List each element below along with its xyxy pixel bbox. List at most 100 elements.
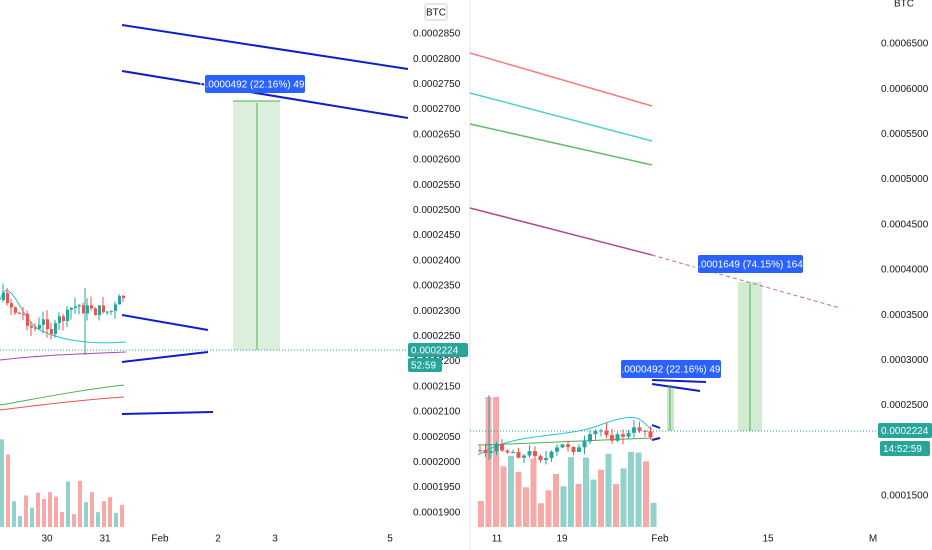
candle-body: [494, 444, 499, 452]
price-axis-label: 0.0002400: [413, 255, 461, 266]
volume-bar: [90, 492, 94, 527]
price-axis-label: 0.0002850: [413, 29, 461, 40]
measure-badge: [205, 75, 305, 93]
price-axis-label: 0.0004000: [881, 265, 929, 276]
volume-bar: [42, 499, 46, 527]
candle-body: [577, 447, 581, 452]
countdown-badge: [408, 358, 442, 372]
volume-bar: [48, 492, 52, 527]
volume-bar: [54, 496, 58, 527]
volume-bar: [583, 457, 589, 527]
time-axis-label: 31: [99, 534, 111, 545]
candle-body: [483, 450, 488, 453]
candle-body: [82, 305, 85, 314]
countdown-badge-text: 52:59: [411, 361, 436, 372]
candle-body: [46, 319, 49, 330]
candle-body: [527, 451, 532, 456]
candle-body: [106, 311, 109, 313]
candle-body: [26, 313, 29, 326]
candle-body: [66, 309, 69, 322]
price-axis-label: 0.0002100: [413, 407, 461, 418]
measure-badge-text: 0.0001649 (74.15%) 1649: [693, 260, 809, 271]
candle-body: [593, 431, 598, 435]
volume-bar: [120, 504, 124, 527]
candle-body: [632, 427, 636, 433]
unit-label: BTC: [426, 8, 446, 19]
volume-bar: [78, 480, 82, 527]
candle-body: [90, 305, 93, 309]
candle-body: [78, 305, 81, 307]
volume-bar: [493, 397, 499, 527]
volume-bar: [530, 458, 537, 527]
time-axis-label: 5: [387, 534, 393, 545]
candle-body: [626, 432, 631, 437]
time-axis-label: 2: [215, 534, 221, 545]
volume-bar: [0, 439, 4, 527]
price-badge-text: 0.0002224: [881, 426, 929, 437]
candle-body: [114, 304, 117, 311]
trend-line: [651, 424, 661, 429]
volume-bar: [114, 512, 118, 527]
unit-label: BTC: [894, 0, 914, 10]
candle-body: [533, 451, 537, 457]
volume-bar: [598, 469, 604, 527]
volume-bar: [515, 471, 522, 527]
price-axis-label: 0.0006500: [881, 39, 929, 50]
volume-bar: [575, 483, 582, 527]
volume-bar: [650, 502, 657, 527]
volume-bar: [36, 492, 40, 527]
candle-body: [566, 444, 570, 448]
volume-bar: [538, 503, 544, 527]
price-axis-label: 0.0006000: [881, 84, 929, 95]
candle-body: [6, 292, 9, 304]
volume-bar: [485, 397, 492, 527]
candle-body: [86, 305, 89, 314]
volume-bar: [500, 466, 507, 527]
candle-body: [582, 441, 587, 448]
trend-line: [121, 70, 409, 119]
measure-badge-text: 0.0000492 (22.16%) 492: [616, 365, 727, 376]
candle-body: [2, 292, 5, 300]
candle-body: [62, 316, 65, 322]
time-axis-label: Feb: [651, 534, 669, 545]
trend-line: [651, 379, 707, 383]
trend-line: [469, 207, 653, 256]
candle-body: [599, 430, 603, 432]
volume-bar: [108, 497, 112, 527]
trend-line: [651, 254, 841, 309]
candle-body: [58, 316, 61, 324]
candle-body: [621, 434, 625, 437]
volume-bar: [613, 484, 619, 527]
candle-body: [118, 295, 121, 305]
volume-bar: [96, 512, 100, 527]
price-axis-label: 0.0002350: [413, 281, 461, 292]
volume-bar: [30, 507, 34, 527]
time-axis-label: 15: [762, 534, 774, 545]
candle-body: [74, 306, 77, 308]
candle-body: [511, 452, 515, 454]
countdown-badge: [880, 441, 930, 456]
candle-body: [110, 310, 113, 312]
volume-bar: [635, 452, 642, 527]
price-axis-label: 0.0002500: [881, 400, 929, 411]
candle-body: [604, 430, 609, 436]
price-axis-label: 0.0002000: [413, 457, 461, 468]
price-axis-label: 0.0002550: [413, 180, 461, 191]
moving-average: [477, 416, 653, 456]
candle-body: [522, 455, 526, 458]
candle-body: [22, 313, 25, 315]
candle-body: [122, 295, 125, 299]
candle-body: [544, 458, 548, 460]
candle-body: [10, 303, 13, 308]
price-axis-label: 0.0001500: [881, 491, 929, 502]
volume-bar: [66, 481, 70, 527]
candle-body: [70, 307, 73, 310]
volume-bar: [12, 501, 16, 527]
volume-bar: [72, 514, 76, 527]
trend-line: [121, 24, 409, 70]
countdown-badge-text: 14:52:59: [883, 444, 922, 455]
candle-body: [571, 447, 576, 452]
volume-bar: [643, 461, 649, 527]
candle-body: [588, 434, 592, 442]
